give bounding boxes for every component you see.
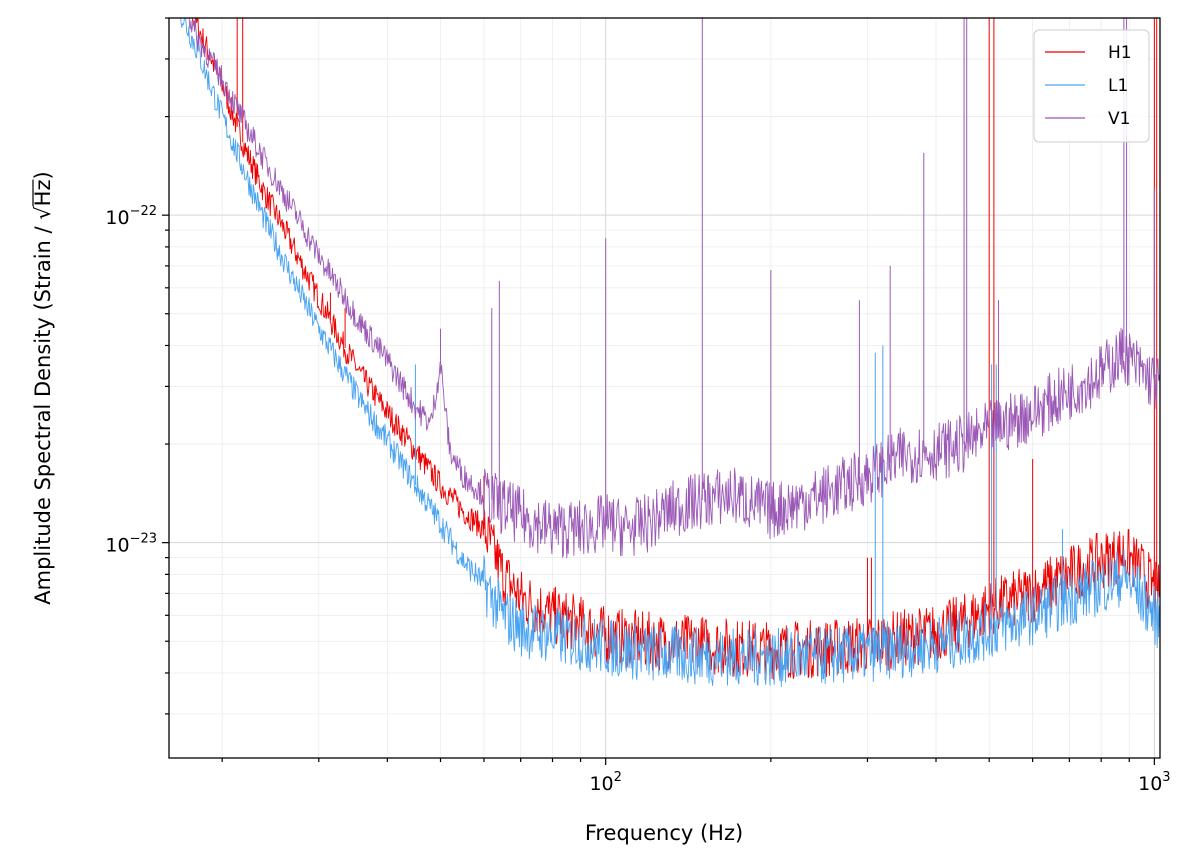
series-line-l1	[180, 18, 1160, 687]
legend-label-l1: L1	[1108, 76, 1128, 96]
ticks	[162, 17, 1155, 765]
series-v1	[186, 18, 1160, 559]
y-axis-label: Amplitude Spectral Density (Strain / √Hz…	[31, 171, 55, 604]
series-line-v1	[186, 18, 1160, 559]
legend: H1 L1 V1	[1033, 29, 1150, 143]
x-tick-labels: 102 103	[589, 770, 1170, 795]
x-axis-label: Frequency (Hz)	[585, 821, 743, 845]
x-tick-label: 103	[1138, 770, 1170, 795]
x-tick-label: 102	[589, 770, 621, 795]
y-tick-label: 10−22	[105, 204, 157, 229]
legend-box	[1033, 29, 1150, 143]
y-axis-label-group: Amplitude Spectral Density (Strain / √Hz…	[31, 171, 55, 604]
y-tick-label: 10−23	[105, 532, 157, 557]
axes-frame	[168, 17, 1161, 759]
y-axis-label-suffix: )	[31, 171, 55, 179]
plot-area	[180, 18, 1160, 687]
y-axis-label-radicand: Hz	[31, 179, 55, 206]
y-tick-labels: 10−23 10−22	[105, 204, 157, 556]
legend-label-v1: V1	[1108, 109, 1130, 129]
legend-label-h1: H1	[1108, 43, 1132, 63]
y-axis-label-prefix: Amplitude Spectral Density (Strain /	[31, 220, 55, 605]
y-axis-label-radical: √	[31, 206, 55, 220]
series-h1	[191, 18, 1160, 680]
